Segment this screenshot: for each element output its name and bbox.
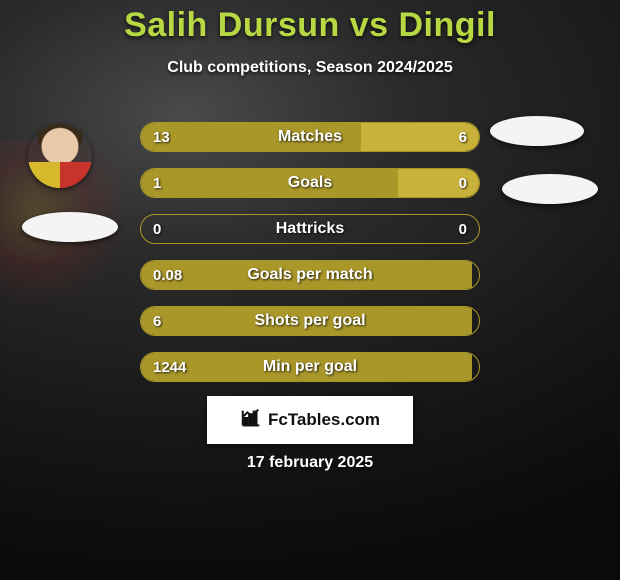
bar-left xyxy=(141,261,472,289)
stat-row: 6Shots per goal xyxy=(140,306,480,336)
value-right: 0 xyxy=(459,215,467,243)
value-left: 0 xyxy=(153,215,161,243)
chart-icon xyxy=(240,407,262,434)
value-left: 6 xyxy=(153,307,161,335)
stat-row: 10Goals xyxy=(140,168,480,198)
bar-left xyxy=(141,169,398,197)
subtitle: Club competitions, Season 2024/2025 xyxy=(0,59,620,77)
bar-left xyxy=(141,307,472,335)
player-left-avatar xyxy=(28,124,92,188)
value-left: 1 xyxy=(153,169,161,197)
value-left: 0.08 xyxy=(153,261,182,289)
stat-row: 0.08Goals per match xyxy=(140,260,480,290)
bar-left xyxy=(141,353,472,381)
stat-rows: 136Matches10Goals00Hattricks0.08Goals pe… xyxy=(140,122,480,398)
brand-text: FcTables.com xyxy=(268,410,380,430)
bar-left xyxy=(141,123,361,151)
club-left-badge xyxy=(22,212,118,242)
page-title: Salih Dursun vs Dingil xyxy=(0,0,620,45)
value-left: 1244 xyxy=(153,353,186,381)
stat-row: 136Matches xyxy=(140,122,480,152)
value-right: 6 xyxy=(459,123,467,151)
value-right: 0 xyxy=(459,169,467,197)
infographic: Salih Dursun vs Dingil Club competitions… xyxy=(0,0,620,580)
brand-badge: FcTables.com xyxy=(207,396,413,444)
stat-row: 0 0Hattricks xyxy=(140,214,480,244)
club-right-badge xyxy=(502,174,598,204)
stat-row: 1244Min per goal xyxy=(140,352,480,382)
row-label: Hattricks xyxy=(141,215,479,243)
value-left: 13 xyxy=(153,123,170,151)
date-text: 17 february 2025 xyxy=(0,454,620,472)
player-right-avatar xyxy=(490,116,584,146)
